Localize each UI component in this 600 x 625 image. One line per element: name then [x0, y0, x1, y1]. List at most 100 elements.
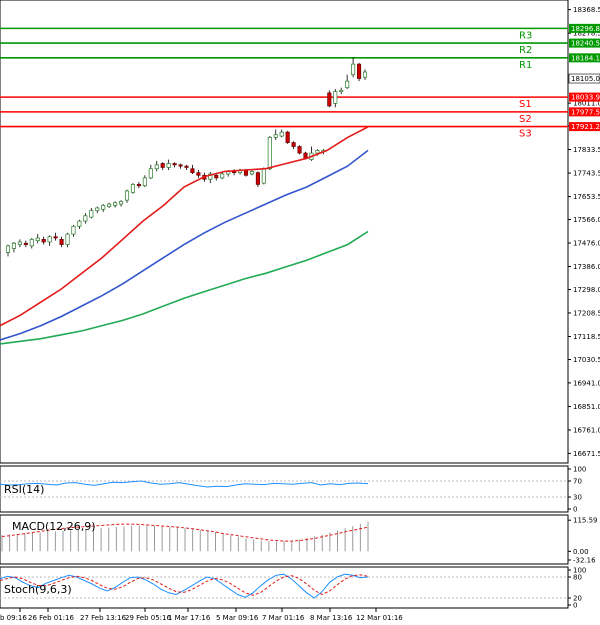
candle-bullish: [249, 171, 255, 175]
candle-bullish: [130, 184, 136, 193]
level-label-s3: S3: [519, 129, 532, 140]
level-label-s1: S1: [519, 99, 532, 110]
price-tick-label: 17386.0: [573, 263, 600, 271]
main-price-panel: 18368.518278.518011.017923.517833.517743…: [0, 0, 600, 464]
stoch-frame: [0, 566, 569, 609]
current-price-box: [568, 73, 600, 84]
candle-bearish: [53, 236, 58, 239]
candle-bullish: [77, 220, 82, 227]
level-value-r2: 18240.5: [571, 40, 600, 48]
candle-bullish: [71, 225, 76, 235]
rsi-tick-label: 100: [573, 466, 586, 474]
price-tick-label: 17833.5: [573, 146, 600, 154]
x-tick-label: 29 Feb 05:16: [125, 614, 171, 622]
level-value-box: [569, 38, 600, 48]
candle-bullish: [148, 168, 153, 179]
candle-bearish: [285, 131, 290, 143]
macd-signal-line: [1, 523, 369, 542]
price-tick-label: 17743.5: [573, 170, 600, 178]
x-axis: b 09:16 26 Feb 01:16 27 Feb 13:16 29 Feb 05…: [0, 608, 403, 622]
candle-bullish: [35, 237, 40, 242]
price-tick-label: 17476.0: [573, 240, 600, 248]
macd-label: MACD(12,26,9): [12, 520, 96, 533]
stoch-tick-label: 80: [573, 574, 582, 582]
price-tick-label: 17298.0: [573, 286, 600, 294]
rsi-tick-label: 30: [573, 494, 582, 502]
level-label-r1: R1: [519, 60, 532, 71]
level-label-r2: R2: [519, 45, 532, 56]
candle-bullish: [273, 134, 278, 138]
price-tick-label: 17208.5: [573, 309, 600, 317]
level-label-s2: S2: [519, 114, 532, 125]
stoch-label: Stoch(9,6,3): [4, 583, 72, 596]
main-plot-frame: [0, 0, 569, 464]
x-tick-label: 12 Mar 01:16: [356, 614, 403, 622]
stoch-d-line: [0, 574, 369, 596]
candle-bearish: [255, 172, 260, 185]
price-tick-label: 16941.0: [573, 379, 600, 387]
candle-bearish: [196, 172, 201, 176]
candle-bearish: [357, 63, 362, 79]
moving-average-line-2: [0, 149, 369, 341]
moving-average-line-3: [0, 230, 369, 345]
candle-bullish: [83, 215, 88, 222]
macd-tick-label: -32.16: [573, 557, 596, 565]
stoch-tick-label: 20: [573, 595, 582, 603]
price-tick-label: 17030.5: [573, 356, 600, 364]
candle-bullish: [101, 205, 106, 210]
candle-bullish: [345, 80, 350, 89]
candle-bullish: [333, 91, 338, 104]
candle-bullish: [107, 203, 112, 208]
candle-bearish: [172, 163, 177, 166]
x-tick-label: 7 Mar 01:16: [262, 614, 305, 622]
candle-bullish: [166, 163, 171, 168]
level-value-box: [569, 23, 600, 33]
x-tick-label: 8 Mar 13:16: [310, 614, 353, 622]
candle-bullish: [261, 168, 266, 184]
stoch-tick-label: 100: [573, 567, 586, 575]
candle-bearish: [41, 238, 46, 243]
x-tick-label: b 09:16: [0, 614, 27, 622]
candle-bullish: [89, 210, 94, 218]
candle-bullish: [11, 242, 17, 249]
candle-bullish: [208, 173, 213, 180]
rsi-tick-label: 70: [573, 478, 582, 486]
level-value-box: [569, 122, 600, 132]
level-value-r1: 18184.1: [571, 54, 600, 62]
x-tick-label: 1 Mar 17:16: [168, 614, 211, 622]
candle-bullish: [279, 131, 284, 137]
moving-average-line-1: [0, 126, 369, 327]
price-tick-label: 17566.0: [573, 216, 600, 224]
stoch-tick-label: 0: [573, 602, 577, 610]
level-value-box: [569, 107, 600, 117]
candle-bearish: [190, 168, 195, 174]
candle-bullish: [154, 164, 159, 170]
candle-bearish: [214, 174, 219, 179]
candle-bearish: [327, 92, 332, 107]
price-tick-label: 18368.5: [573, 6, 600, 14]
current-price-label: 18105.0: [571, 75, 600, 83]
x-tick-label: 26 Feb 01:16: [28, 614, 74, 622]
candle-bearish: [291, 142, 296, 147]
candle-bearish: [136, 184, 141, 187]
candle-bullish: [220, 173, 225, 179]
candle-bearish: [59, 238, 64, 245]
candle-bullish: [47, 236, 52, 243]
candle-bullish: [17, 241, 22, 245]
candle-bullish: [113, 202, 118, 206]
level-label-r3: R3: [519, 30, 532, 41]
level-value-s3: 17921.2: [571, 123, 600, 131]
candle-bullish: [362, 71, 368, 78]
candle-bullish: [142, 177, 147, 187]
level-value-box: [569, 53, 600, 63]
candle-bullish: [5, 245, 11, 253]
price-tick-label: 18278.5: [573, 30, 600, 38]
candle-bullish: [65, 233, 70, 245]
rsi-panel: 100 70 30 0 RSI(14): [0, 465, 586, 514]
price-tick-label: 18011.0: [573, 100, 600, 108]
rsi-frame: [0, 465, 569, 513]
candle-bullish: [95, 207, 100, 211]
candle-bullish: [124, 190, 130, 201]
